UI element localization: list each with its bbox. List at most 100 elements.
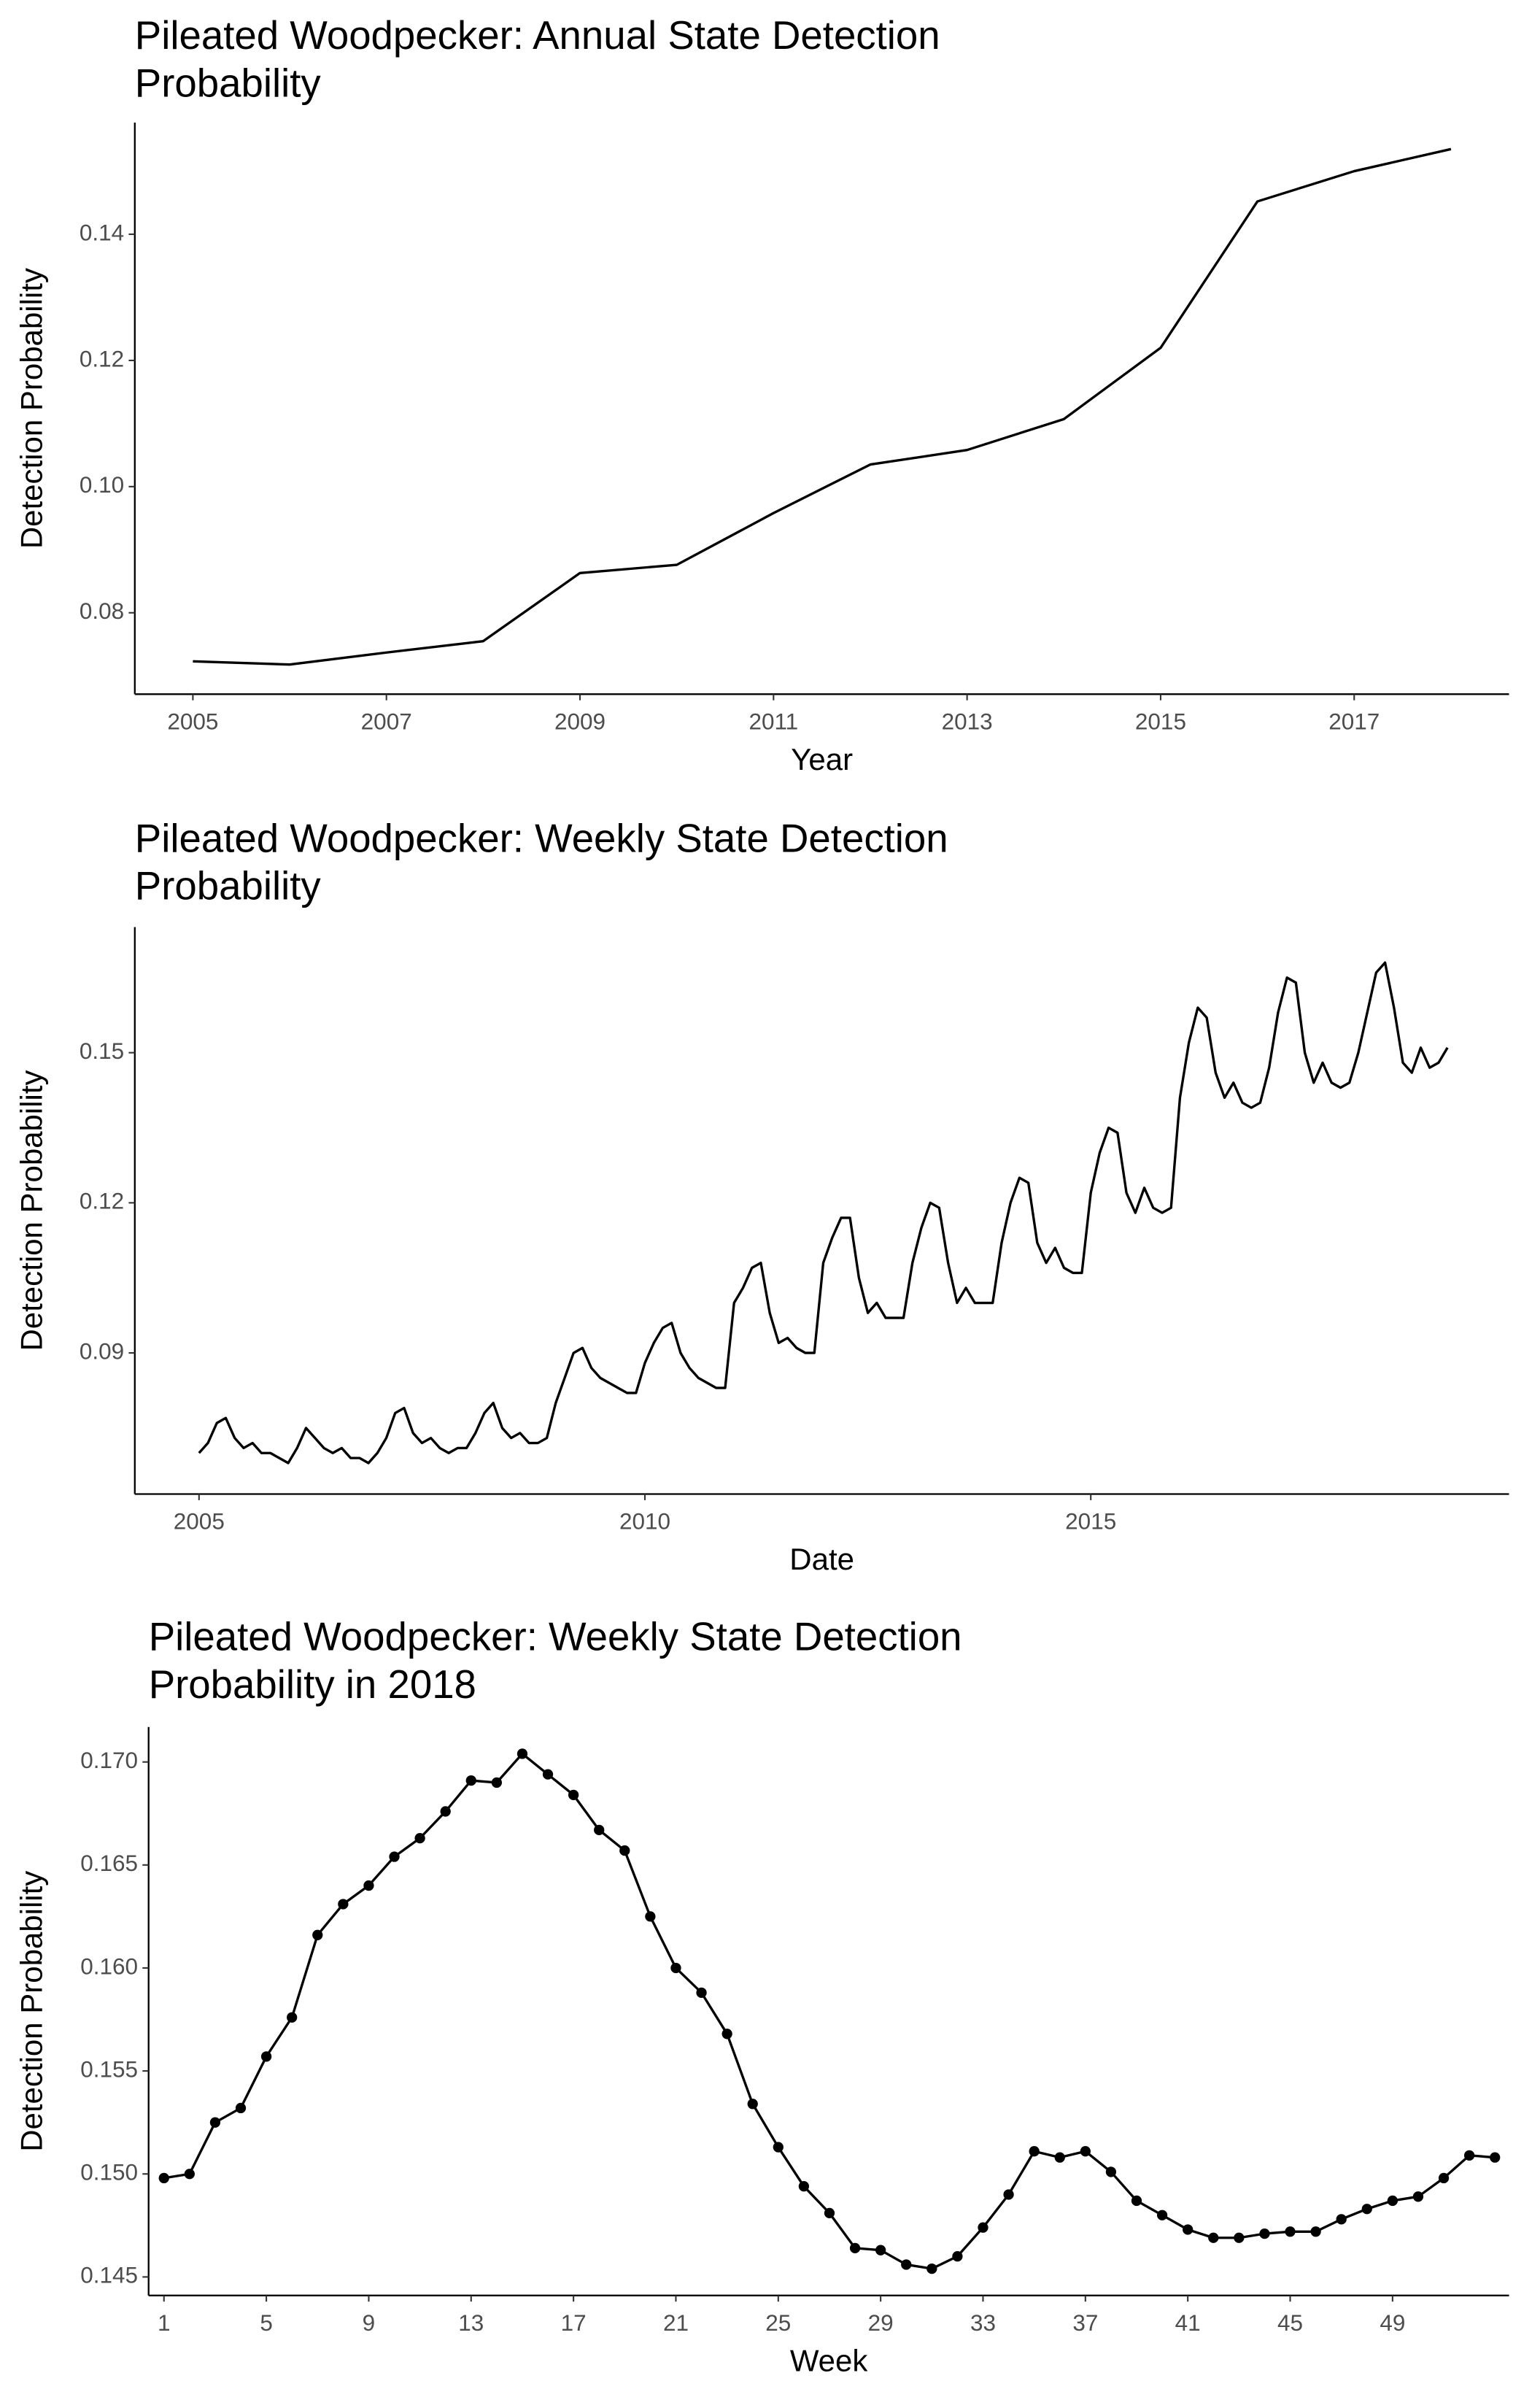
data-point	[363, 1880, 374, 1891]
chart-panel: Pileated Woodpecker: Weekly State Detect…	[14, 1613, 1509, 2377]
y-tick-label: 0.09	[80, 1338, 124, 1364]
chart-title: Pileated Woodpecker: Annual State Detect…	[134, 12, 940, 106]
data-point	[1336, 2214, 1347, 2225]
x-tick-label: 2017	[1328, 709, 1380, 735]
data-point	[773, 2142, 784, 2153]
y-tick-label: 0.150	[80, 2159, 138, 2185]
y-tick-label: 0.155	[80, 2056, 138, 2082]
data-point	[645, 1911, 656, 1922]
x-tick-label: 25	[765, 2309, 791, 2336]
title-box: Pileated Woodpecker: Weekly State Detect…	[135, 815, 948, 908]
x-tick-label: 41	[1175, 2309, 1201, 2336]
data-point	[1054, 2152, 1065, 2163]
data-point	[491, 1777, 503, 1788]
data-point	[1156, 2210, 1168, 2220]
data-point	[849, 2242, 861, 2254]
data-point	[465, 1775, 476, 1786]
y-tick-label: 0.10	[80, 471, 124, 498]
x-tick-label: 5	[260, 2309, 273, 2336]
data-point	[1463, 2150, 1475, 2161]
x-axis-title: Week	[790, 2343, 869, 2377]
x-tick-label: 2010	[619, 1508, 670, 1535]
y-tick-label: 0.15	[80, 1038, 124, 1064]
x-tick-label: 2011	[748, 709, 798, 735]
data-point	[1285, 2226, 1296, 2237]
data-point	[1080, 2146, 1091, 2157]
data-point	[1310, 2226, 1321, 2237]
data-point	[619, 1845, 630, 1856]
data-point	[1361, 2204, 1372, 2215]
data-point	[235, 2102, 247, 2114]
data-point	[184, 2169, 195, 2180]
data-point	[389, 1851, 400, 1862]
data-point	[1259, 2228, 1270, 2239]
x-axis-title: Date	[789, 1542, 854, 1576]
data-point	[312, 1929, 323, 1940]
data-point	[978, 2222, 989, 2233]
x-axis-title: Year	[791, 742, 853, 776]
data-point	[568, 1789, 579, 1800]
x-tick-label: 17	[561, 2309, 587, 2336]
data-point	[1438, 2172, 1450, 2184]
x-tick-label: 45	[1277, 2309, 1303, 2336]
x-tick-label: 49	[1380, 2309, 1405, 2336]
y-tick-label: 0.145	[80, 2262, 138, 2288]
x-tick-label: 1	[158, 2309, 171, 2336]
title-box: Pileated Woodpecker: Annual State Detect…	[134, 12, 940, 106]
title-box: Pileated Woodpecker: Weekly State Detect…	[148, 1613, 962, 1707]
data-point	[1412, 2191, 1424, 2202]
data-point	[414, 1832, 425, 1844]
y-tick-label: 0.08	[80, 598, 124, 624]
y-axis-title: Detection Probability	[14, 268, 48, 549]
data-point	[209, 2117, 221, 2128]
chart-title: Pileated Woodpecker: Weekly State Detect…	[148, 1613, 962, 1707]
data-point	[721, 2029, 732, 2040]
data-point	[1029, 2146, 1040, 2157]
x-tick-label: 21	[663, 2309, 689, 2336]
data-line	[198, 961, 1449, 1465]
data-point	[542, 1769, 554, 1780]
data-point	[1387, 2195, 1398, 2207]
data-line	[163, 1752, 1496, 2270]
x-tick-label: 29	[868, 2309, 894, 2336]
data-point	[1234, 2232, 1245, 2243]
x-tick-label: 2013	[942, 709, 993, 735]
x-tick-label: 2009	[554, 709, 606, 735]
data-point	[747, 2099, 758, 2110]
y-tick-label: 0.12	[80, 1188, 124, 1214]
y-tick-label: 0.165	[80, 1850, 138, 1876]
x-tick-label: 2015	[1065, 1508, 1116, 1535]
x-tick-label: 2005	[174, 1508, 225, 1535]
data-point	[901, 2259, 912, 2270]
y-axis-title: Detection Probability	[14, 1871, 48, 2152]
x-tick-label: 2005	[167, 709, 218, 735]
data-line	[193, 147, 1452, 666]
data-point	[875, 2245, 886, 2255]
data-point	[1208, 2232, 1219, 2243]
data-point	[952, 2251, 963, 2262]
data-point	[1131, 2195, 1142, 2207]
y-axis-title: Detection Probability	[14, 1070, 48, 1351]
data-point	[1490, 2152, 1501, 2163]
data-point	[1183, 2224, 1194, 2235]
x-tick-label: 2007	[361, 709, 412, 735]
data-point	[260, 2051, 272, 2062]
data-point	[594, 1824, 605, 1835]
x-tick-label: 37	[1072, 2309, 1098, 2336]
x-tick-label: 2015	[1135, 709, 1186, 735]
data-point	[338, 1899, 349, 1910]
data-point	[1003, 2189, 1014, 2200]
data-point	[670, 1962, 681, 1974]
y-tick-label: 0.12	[80, 345, 124, 371]
y-tick-label: 0.160	[80, 1953, 138, 1979]
data-point	[158, 2172, 169, 2184]
data-point	[1105, 2166, 1117, 2177]
chart-panel: Pileated Woodpecker: Weekly State Detect…	[14, 815, 1509, 1576]
data-point	[696, 1987, 707, 1998]
data-point	[440, 1806, 451, 1817]
x-tick-label: 9	[363, 2309, 376, 2336]
data-point	[798, 2181, 810, 2192]
data-point	[287, 2012, 298, 2023]
